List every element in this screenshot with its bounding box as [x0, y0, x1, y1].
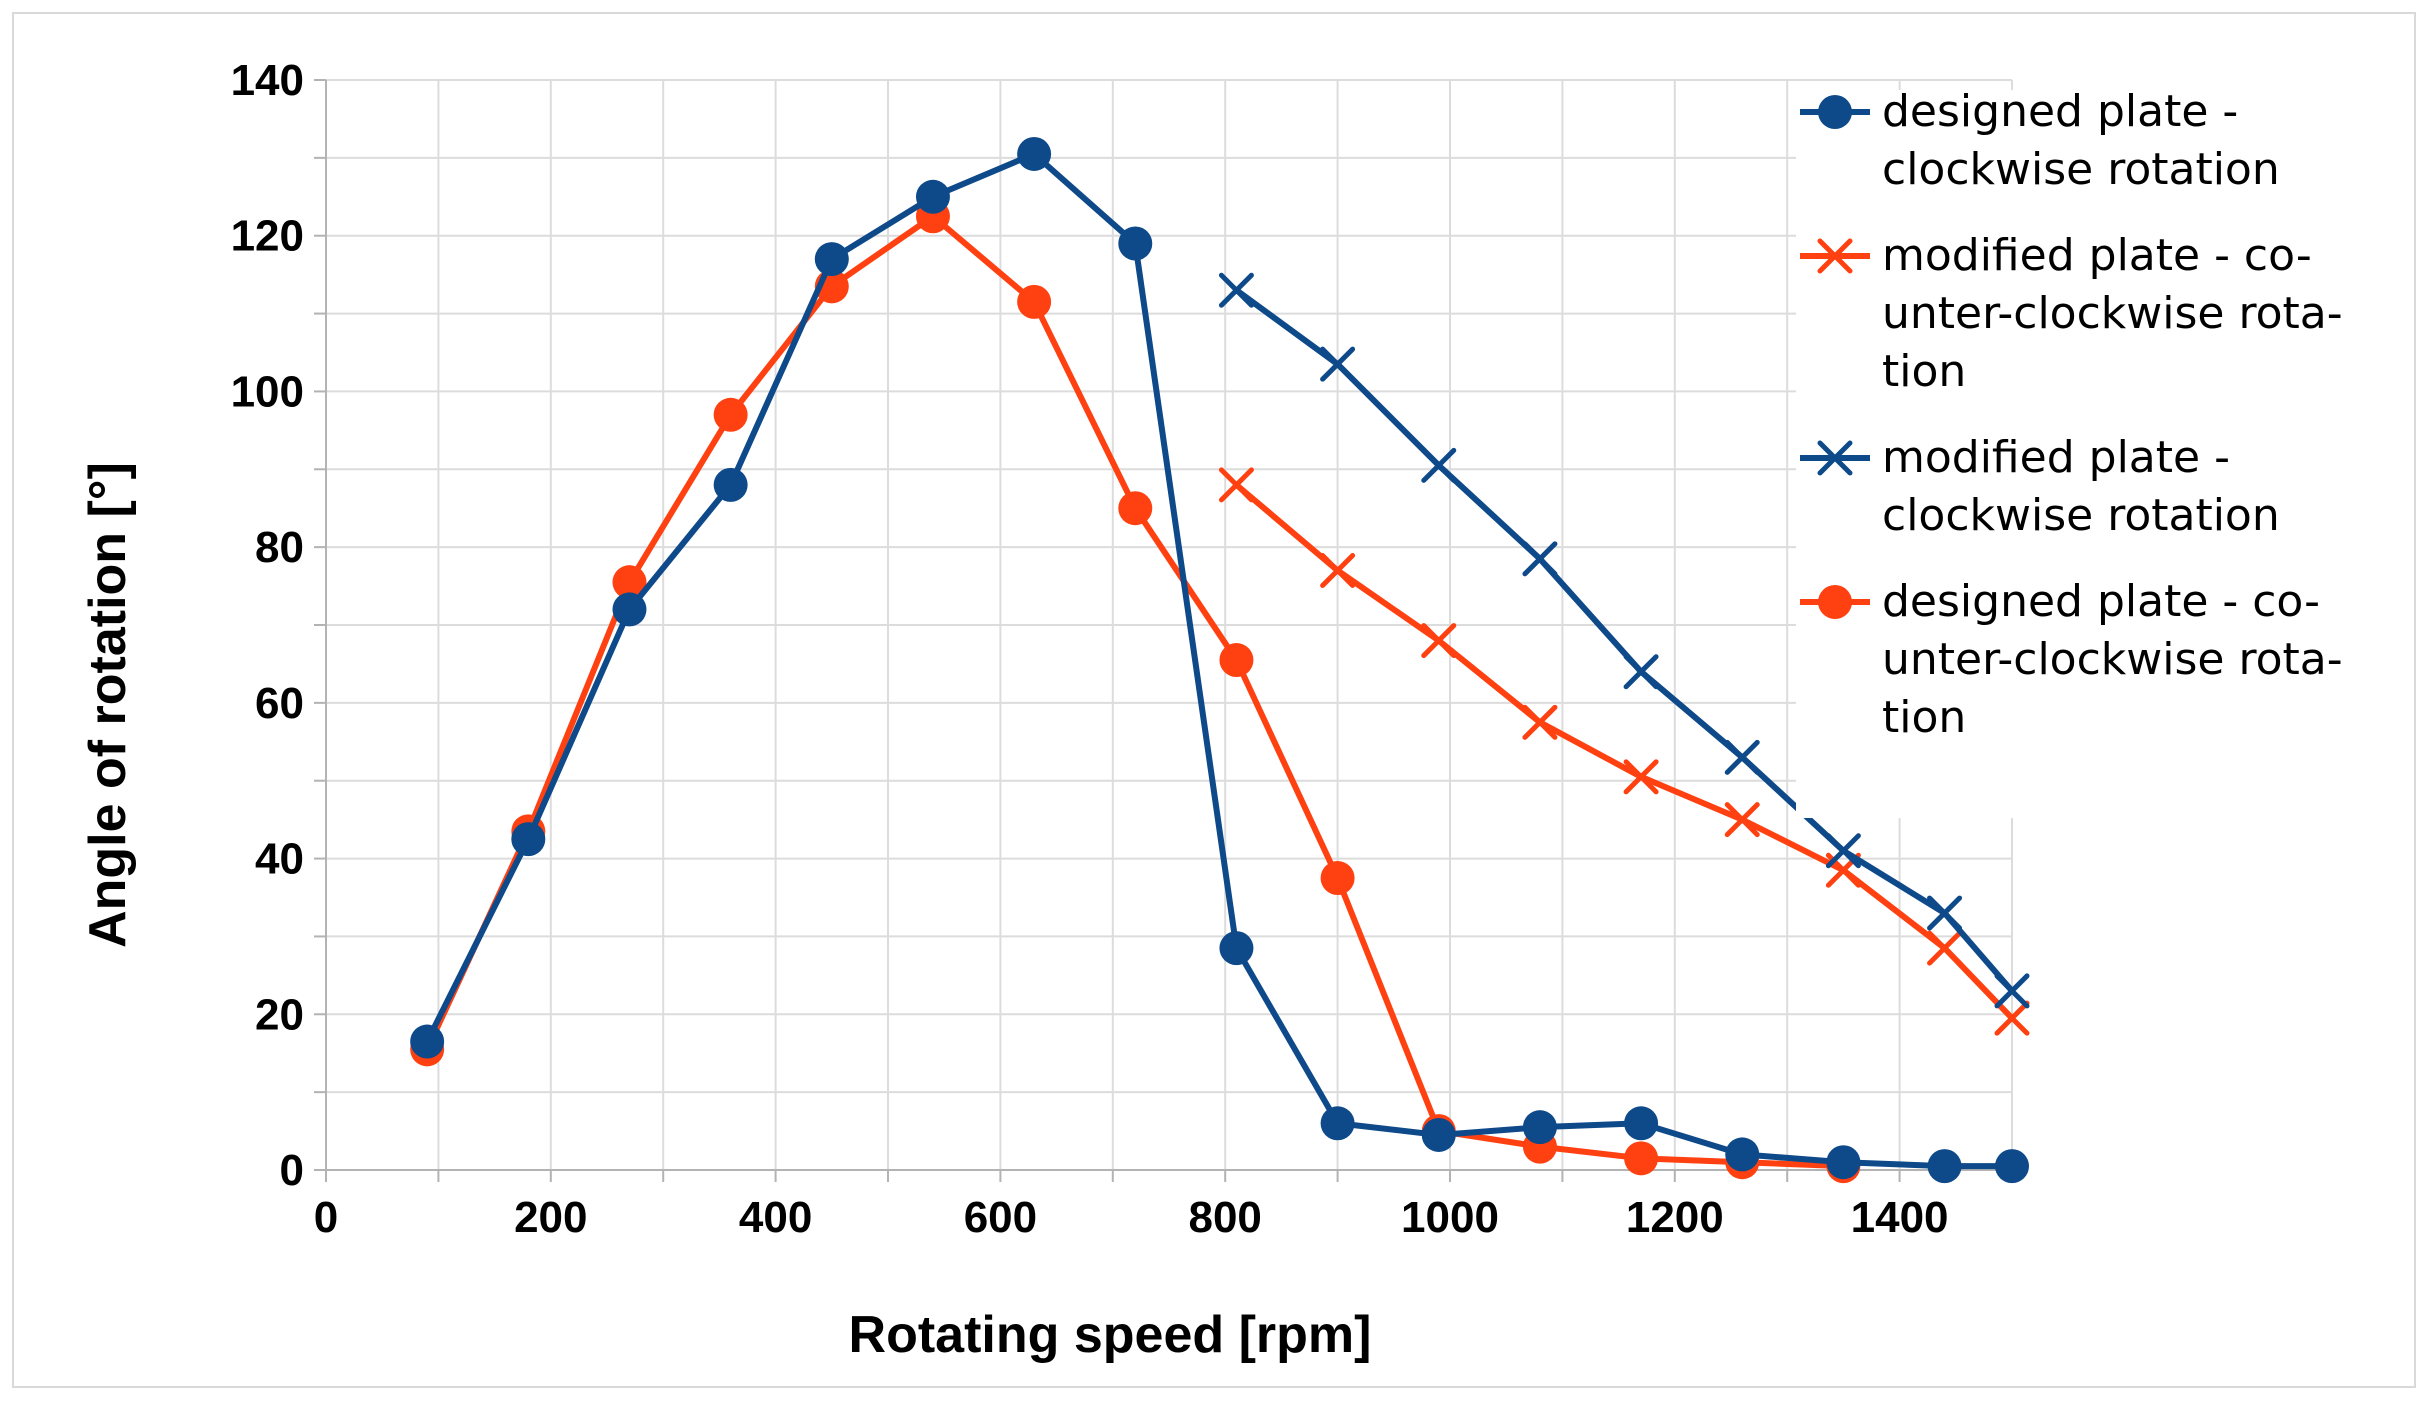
legend-item-1: designed plate - clockwise rotation — [1800, 86, 2280, 195]
legend-marker — [1817, 440, 1853, 476]
tick-labels: 0 200 400 600 800 1000 1200 1400 0 20 40 60 80 100 120… — [231, 56, 1949, 1242]
data-point — [1927, 930, 1963, 966]
data-point — [1320, 1106, 1355, 1141]
legend-label: designed plate - — [1882, 86, 2238, 137]
data-point — [1927, 1149, 1962, 1184]
data-point — [1118, 491, 1153, 526]
data-point — [1995, 1149, 2029, 1184]
data-point — [612, 565, 647, 600]
legend-marker — [1818, 95, 1852, 129]
x-tick-label: 1400 — [1851, 1193, 1949, 1242]
legend-label: unter-clockwise rota- — [1882, 288, 2343, 339]
series — [410, 136, 2030, 1184]
axes — [314, 79, 2013, 1182]
data-point — [1218, 272, 1254, 308]
data-point — [814, 242, 849, 277]
y-tick-label: 60 — [255, 679, 304, 728]
legend-label: modified plate - co- — [1882, 230, 2312, 281]
data-point — [1522, 704, 1558, 740]
data-point — [612, 592, 647, 627]
data-point — [1825, 833, 1861, 869]
y-tick-label: 80 — [255, 523, 304, 572]
legend-item-2: modified plate - co-unter-clockwise rota… — [1800, 230, 2343, 397]
data-point — [1623, 654, 1659, 690]
data-point — [410, 1024, 445, 1059]
legend-background — [1796, 90, 2396, 818]
data-point — [1826, 1145, 1861, 1180]
x-tick-label: 600 — [964, 1193, 1037, 1242]
x-tick-label: 1000 — [1401, 1193, 1499, 1242]
legend-label: designed plate - co- — [1882, 576, 2320, 627]
data-point — [1118, 226, 1153, 261]
data-point — [713, 467, 748, 502]
data-point — [1994, 1000, 2030, 1036]
data-point — [1994, 973, 2030, 1009]
data-point — [1623, 759, 1659, 795]
x-tick-label: 1200 — [1626, 1193, 1724, 1242]
data-point — [713, 397, 748, 432]
data-point — [1219, 643, 1254, 678]
y-tick-label: 120 — [231, 212, 304, 261]
data-point — [1522, 1110, 1557, 1145]
x-axis-title: Rotating speed [rpm] — [849, 1306, 1372, 1364]
data-point — [1320, 346, 1356, 382]
series-2 — [1218, 467, 2030, 1036]
data-point — [915, 179, 950, 214]
x-tick-label: 0 — [314, 1193, 338, 1242]
x-tick-label: 400 — [739, 1193, 812, 1242]
data-point — [1218, 467, 1254, 503]
data-point — [1219, 931, 1254, 966]
legend-marker — [1818, 585, 1852, 619]
y-tick-label: 40 — [255, 835, 304, 884]
data-point — [1421, 1117, 1456, 1152]
y-tick-label: 0 — [280, 1146, 304, 1195]
legend-label: clockwise rotation — [1882, 144, 2280, 195]
data-point — [1320, 861, 1355, 896]
data-point — [1624, 1106, 1659, 1141]
data-point — [1017, 136, 1052, 171]
data-point — [1724, 802, 1760, 838]
grid-lines — [325, 79, 2013, 1171]
legend-label: unter-clockwise rota- — [1882, 634, 2343, 685]
series-3 — [1218, 272, 2030, 1009]
legend-label: modified plate - — [1882, 432, 2230, 483]
x-tick-label: 800 — [1188, 1193, 1261, 1242]
data-point — [1624, 1141, 1659, 1176]
data-point — [1522, 541, 1558, 577]
y-tick-label: 100 — [231, 367, 304, 416]
data-point — [1421, 623, 1457, 659]
data-point — [1725, 1137, 1760, 1172]
legend-label: clockwise rotation — [1882, 490, 2280, 541]
data-point — [511, 822, 546, 857]
data-point — [1421, 447, 1457, 483]
legend-label: tion — [1882, 346, 1966, 397]
legend-item-4: designed plate - co-unter-clockwise rota… — [1800, 576, 2343, 743]
series-1 — [410, 136, 2029, 1184]
y-axis-title: Angle of rotation [°] — [79, 462, 137, 948]
data-point — [1320, 553, 1356, 588]
legend-label: tion — [1882, 692, 1966, 743]
legend: designed plate -clockwise rotationmodifi… — [1796, 86, 2396, 818]
series-4 — [410, 199, 1861, 1184]
data-point — [1724, 739, 1760, 775]
legend-item-3: modified plate - clockwise rotation — [1800, 432, 2280, 541]
data-point — [1017, 284, 1052, 319]
legend-marker — [1817, 238, 1853, 274]
y-tick-label: 20 — [255, 990, 304, 1039]
y-tick-label: 140 — [231, 56, 304, 105]
series-line — [424, 213, 1847, 1170]
x-tick-label: 200 — [514, 1193, 587, 1242]
data-point — [1927, 895, 1963, 931]
